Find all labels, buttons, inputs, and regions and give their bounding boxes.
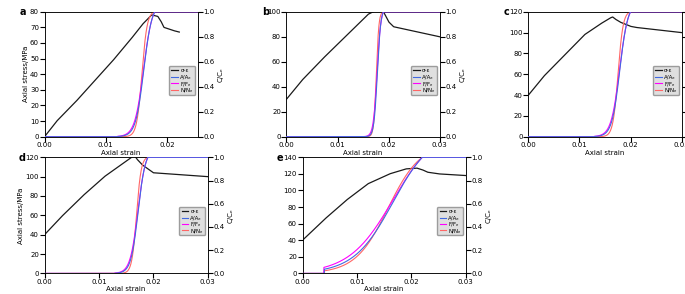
Legend: σ-ε, A/Aₑ, F/Fₑ, N/Nₑ: σ-ε, A/Aₑ, F/Fₑ, N/Nₑ bbox=[179, 207, 205, 235]
X-axis label: Axial strain: Axial strain bbox=[585, 150, 625, 156]
X-axis label: Axial strain: Axial strain bbox=[343, 150, 383, 156]
Y-axis label: Axial stress/MPa: Axial stress/MPa bbox=[18, 187, 24, 243]
Legend: σ-ε, A/Aₑ, F/Fₑ, N/Nₑ: σ-ε, A/Aₑ, F/Fₑ, N/Nₑ bbox=[169, 66, 195, 95]
X-axis label: Axial strain: Axial strain bbox=[364, 286, 404, 292]
Legend: σ-ε, A/Aₑ, F/Fₑ, N/Nₑ: σ-ε, A/Aₑ, F/Fₑ, N/Nₑ bbox=[653, 66, 679, 95]
Text: a: a bbox=[20, 7, 27, 17]
Text: d: d bbox=[18, 153, 25, 163]
Y-axis label: C/Cₑ: C/Cₑ bbox=[486, 208, 491, 223]
Y-axis label: C/Cₑ: C/Cₑ bbox=[217, 67, 223, 82]
Legend: σ-ε, A/Aₑ, F/Fₑ, N/Nₑ: σ-ε, A/Aₑ, F/Fₑ, N/Nₑ bbox=[411, 66, 437, 95]
Text: b: b bbox=[262, 7, 269, 17]
X-axis label: Axial strain: Axial strain bbox=[101, 150, 141, 156]
Legend: σ-ε, A/Aₑ, F/Fₑ, N/Nₑ: σ-ε, A/Aₑ, F/Fₑ, N/Nₑ bbox=[437, 207, 463, 235]
Y-axis label: C/Cₑ: C/Cₑ bbox=[227, 208, 234, 223]
Y-axis label: C/Cₑ: C/Cₑ bbox=[459, 67, 465, 82]
Text: e: e bbox=[276, 153, 283, 163]
Y-axis label: Axial stress/MPa: Axial stress/MPa bbox=[23, 46, 29, 102]
Text: c: c bbox=[504, 7, 510, 17]
X-axis label: Axial strain: Axial strain bbox=[106, 286, 146, 292]
